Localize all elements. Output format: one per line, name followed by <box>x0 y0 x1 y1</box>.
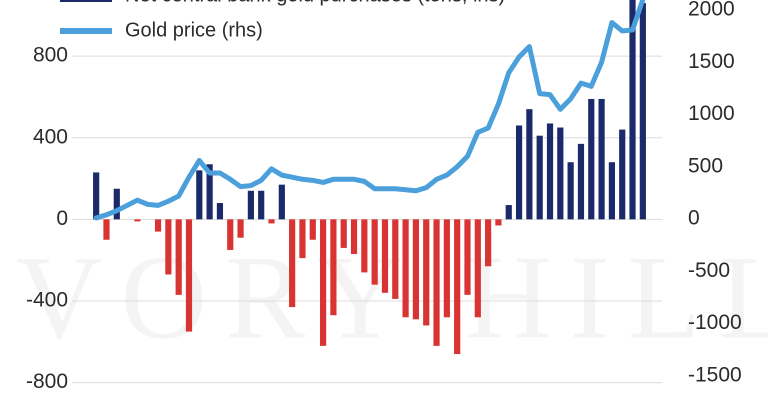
bar <box>299 219 306 259</box>
y2-tick-label: 2000 <box>688 0 735 21</box>
y-tick-label: 400 <box>33 125 68 148</box>
bar <box>175 219 182 295</box>
bar <box>185 219 193 332</box>
y-tick-label: -800 <box>26 370 68 393</box>
bar <box>629 0 636 220</box>
bar <box>350 219 358 255</box>
bar <box>567 162 574 220</box>
bar <box>113 188 120 220</box>
bar <box>464 219 471 295</box>
bar <box>216 203 224 220</box>
bar <box>639 3 646 220</box>
bar <box>227 219 234 250</box>
bar <box>319 219 327 346</box>
bar <box>289 219 296 308</box>
bar <box>443 219 450 318</box>
bar <box>536 135 543 220</box>
bar <box>474 219 481 318</box>
bar <box>237 219 244 238</box>
y2-tick-label: -500 <box>688 259 730 282</box>
bar <box>619 129 626 220</box>
bar <box>134 219 141 222</box>
bar <box>608 162 615 220</box>
bar <box>309 219 316 240</box>
bar <box>268 219 275 224</box>
bar <box>505 205 512 220</box>
bar <box>330 219 337 316</box>
bar <box>258 190 265 220</box>
bar <box>495 219 502 226</box>
y2-tick-label: 1500 <box>688 50 735 73</box>
bar <box>340 219 347 248</box>
bar <box>402 219 409 318</box>
bar <box>577 143 585 220</box>
legend-label: Net central bank gold purchases (tons, l… <box>125 0 505 6</box>
bar <box>557 127 564 220</box>
bar <box>103 219 110 240</box>
bar <box>381 219 389 293</box>
bar <box>93 172 100 220</box>
legend-swatch <box>60 0 112 2</box>
y2-tick-label: 1000 <box>688 102 735 125</box>
bar <box>196 170 203 220</box>
y2-tick-label: 500 <box>688 154 723 177</box>
bar <box>423 219 430 326</box>
y-tick-label: 0 <box>56 207 68 230</box>
bar <box>392 219 399 299</box>
bar <box>154 219 162 232</box>
bar <box>598 98 605 220</box>
price-line <box>93 0 646 221</box>
bar <box>433 219 440 346</box>
bar <box>371 219 378 285</box>
y2-tick-label: 0 <box>688 207 700 230</box>
y-tick-label: -400 <box>26 289 68 312</box>
bar <box>526 109 533 220</box>
bar <box>515 125 523 220</box>
bar <box>412 219 420 320</box>
bar <box>206 164 213 220</box>
bar <box>485 219 492 267</box>
bar <box>588 98 595 220</box>
bar <box>546 123 554 220</box>
bar <box>361 219 368 273</box>
y-tick-label: 800 <box>33 44 68 67</box>
bar <box>278 184 285 220</box>
bar <box>165 219 172 275</box>
legend-label: Gold price (rhs) <box>125 19 263 41</box>
y2-tick-label: -1500 <box>688 363 742 386</box>
y2-tick-label: -1000 <box>688 311 742 334</box>
bar <box>247 190 254 220</box>
bar <box>454 219 461 355</box>
